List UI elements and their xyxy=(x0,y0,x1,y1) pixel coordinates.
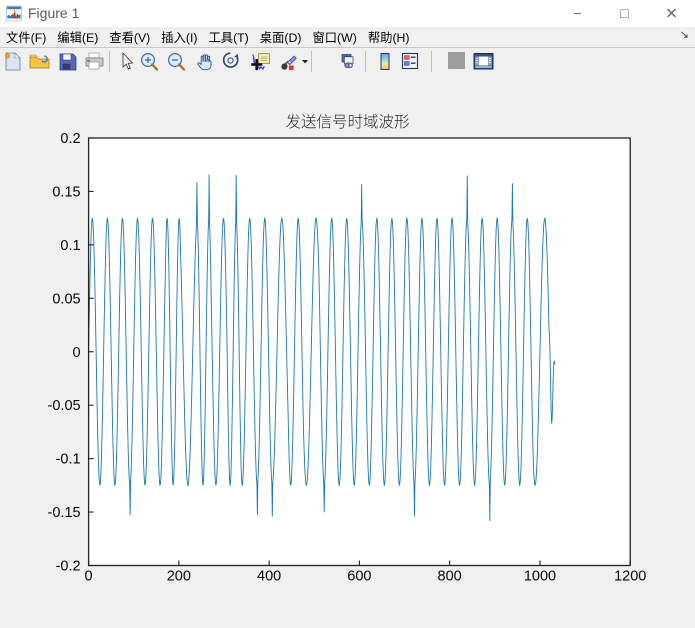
svg-text:0.2: 0.2 xyxy=(60,131,80,147)
svg-text:-0.1: -0.1 xyxy=(56,452,81,468)
svg-text:600: 600 xyxy=(347,569,371,585)
svg-text:400: 400 xyxy=(257,569,281,585)
svg-text:-0.05: -0.05 xyxy=(48,398,81,414)
svg-text:0.1: 0.1 xyxy=(60,238,80,254)
svg-text:-0.2: -0.2 xyxy=(56,559,81,575)
svg-text:0.15: 0.15 xyxy=(52,184,80,200)
svg-text:800: 800 xyxy=(438,569,462,585)
svg-text:0: 0 xyxy=(85,569,93,585)
svg-text:0: 0 xyxy=(73,345,81,361)
svg-text:200: 200 xyxy=(167,569,191,585)
svg-text:1000: 1000 xyxy=(524,569,556,585)
svg-text:0.05: 0.05 xyxy=(52,291,80,307)
svg-text:1200: 1200 xyxy=(614,569,646,585)
svg-text:-0.15: -0.15 xyxy=(48,505,81,521)
